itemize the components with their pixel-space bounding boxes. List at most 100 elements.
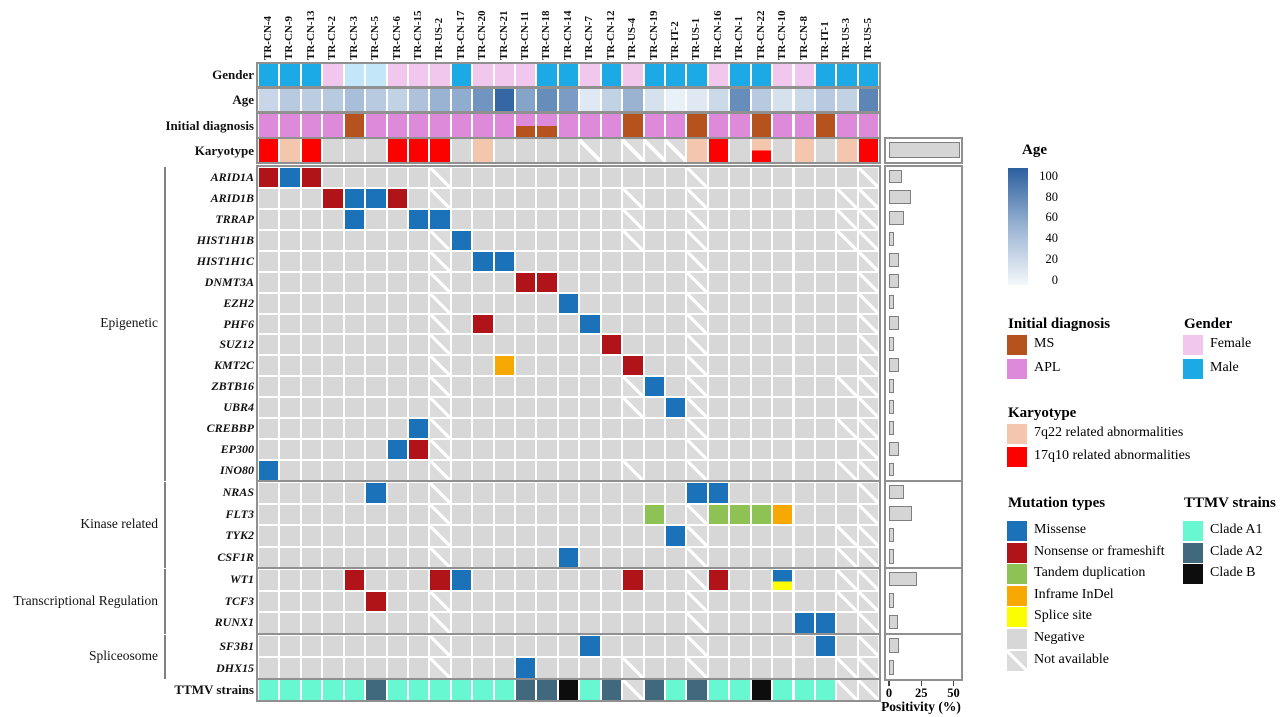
matrix-cell [387,613,407,633]
matrix-cell [259,440,279,460]
matrix-cell [601,419,622,439]
matrix-cell [794,209,814,229]
matrix-cell [366,398,386,418]
matrix-cell [644,483,664,503]
matrix-cell [837,272,857,292]
matrix-cell [815,613,836,633]
gene-label: SUZ12 [219,337,254,352]
matrix-cell [815,547,836,567]
ttmv-cell [837,680,857,700]
matrix-cell [323,209,343,229]
gender-cell [280,64,300,86]
matrix-cell [387,398,407,418]
matrix-cell [537,440,557,460]
matrix-cell [665,230,686,250]
ttmv-cell [665,680,686,700]
matrix-cell [665,356,686,376]
matrix-cell [708,356,729,376]
matrix-cell [473,636,493,656]
matrix-cell [708,335,729,355]
matrix-cell [601,314,622,334]
matrix-cell [580,293,600,313]
column-header: TR-CN-21 [497,10,510,61]
matrix-cell [644,613,664,633]
matrix-cell [837,636,857,656]
matrix-cell [730,272,750,292]
mutation-legend-label: Inframe InDel [1034,586,1114,602]
matrix-cell [387,419,407,439]
matrix-cell [494,504,515,524]
matrix-cell [516,188,536,208]
row-label-gender: Gender [212,67,254,82]
matrix-cell [280,230,300,250]
matrix-cell [494,483,515,503]
matrix-cell [644,293,664,313]
age-cell [601,89,622,111]
gene-label: HIST1H1B [196,232,254,247]
matrix-cell [815,251,836,271]
matrix-cell [773,570,793,590]
matrix-cell [301,335,322,355]
matrix-cell [259,461,279,480]
ttmv-cell [473,680,493,700]
matrix-cell [815,483,836,503]
matrix-cell [623,440,643,460]
age-cell [708,89,729,111]
matrix-cell [751,272,772,292]
matrix-cell [408,377,429,397]
matrix-cell [580,230,600,250]
matrix-cell [408,209,429,229]
matrix-cell [601,356,622,376]
matrix-cell [301,419,322,439]
column-header: TR-CN-10 [776,10,789,61]
gender-cell [623,64,643,86]
matrix-cell [473,188,493,208]
matrix-cell [516,547,536,567]
matrix-cell [837,398,857,418]
matrix-cell [580,398,600,418]
matrix-cell [344,636,365,656]
matrix-cell [601,483,622,503]
matrix-cell [644,419,664,439]
matrix-cell [558,335,579,355]
matrix-cell [301,658,322,678]
karyotype-cell [708,139,729,162]
matrix-cell [366,356,386,376]
matrix-cell [494,168,515,187]
matrix-cell [366,293,386,313]
matrix-cell [494,377,515,397]
matrix-cell [644,314,664,334]
matrix-cell [558,230,579,250]
column-header: TR-US-1 [690,17,703,60]
positivity-bar [889,462,895,477]
matrix-cell [644,504,664,524]
karyotype-cell [451,139,472,162]
mutation-legend-label: Tandem duplication [1034,565,1146,581]
matrix-cell [644,168,664,187]
matrix-cell [430,188,450,208]
initial_diagnosis-cell [280,114,300,137]
matrix-cell [858,591,879,612]
matrix-cell [537,168,557,187]
matrix-cell [366,168,386,187]
ttmv-cell [366,680,386,700]
matrix-cell [601,461,622,480]
matrix-cell [623,272,643,292]
matrix-cell [558,613,579,633]
matrix-cell [301,398,322,418]
matrix-cell [301,272,322,292]
karyotype-cell [665,139,686,162]
gene-label: ARID1B [210,190,254,205]
age-cell [558,89,579,111]
matrix-cell [623,483,643,503]
gene-label: PHF6 [223,316,254,331]
matrix-cell [858,209,879,229]
matrix-cell [794,440,814,460]
matrix-cell [323,356,343,376]
matrix-cell [687,591,707,612]
gene-label: SF3B1 [219,639,254,653]
gender-cell [687,64,707,86]
matrix-cell [387,570,407,590]
gender-cell [815,64,836,86]
matrix-cell [344,570,365,590]
